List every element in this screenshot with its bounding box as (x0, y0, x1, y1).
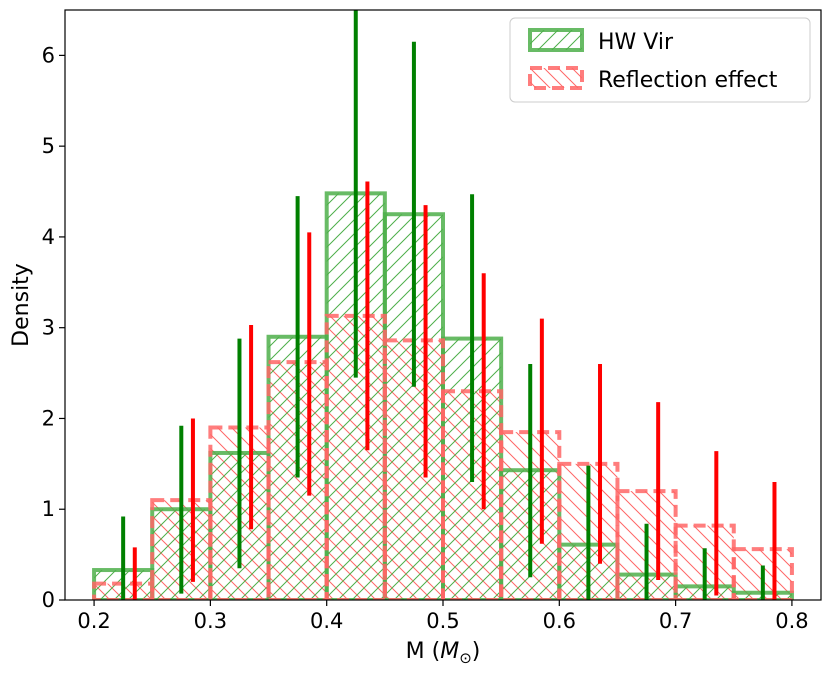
errorbars-hwvir (121, 10, 765, 600)
x-tick-label: 0.3 (194, 609, 227, 633)
legend-label-hwvir: HW Vir (598, 30, 674, 55)
x-axis-label-part: M (440, 639, 459, 664)
x-axis-label-part: ) (472, 639, 481, 664)
y-tick-label: 1 (42, 497, 55, 521)
x-tick-label: 0.6 (543, 609, 576, 633)
y-tick-label: 0 (42, 588, 55, 612)
y-tick-label: 6 (42, 43, 55, 67)
x-axis-label-part: ⊙ (459, 649, 472, 667)
x-axis-label-part: M ( (406, 639, 441, 664)
bar (731, 547, 794, 600)
y-axis-label: Density (9, 263, 34, 347)
axes: 0.2 0.3 0.4 0.5 0.6 0.7 0.8 0 1 2 3 4 5 6 M (M⊙) Densit… (9, 9, 822, 667)
y-tick-label: 5 (42, 134, 55, 158)
x-tick-label: 0.8 (775, 609, 808, 633)
x-tick-label: 0.2 (77, 609, 110, 633)
legend-box (509, 17, 811, 103)
y-tick-label: 3 (42, 316, 55, 340)
legend-label-reflection: Reflection effect (598, 68, 778, 93)
plot-area (92, 10, 794, 600)
legend-swatch-reflection (528, 66, 584, 90)
x-tick-label: 0.4 (310, 609, 343, 633)
legend: HW Vir Reflection effect (509, 17, 811, 103)
x-axis-label: M (M⊙) (406, 639, 481, 667)
y-tick-label: 2 (42, 406, 55, 430)
errorbars-reflection (132, 181, 777, 600)
x-tick-label: 0.7 (659, 609, 692, 633)
x-tick-label: 0.5 (426, 609, 459, 633)
y-tick-label: 4 (42, 225, 55, 249)
legend-swatch-hwvir (528, 28, 584, 52)
